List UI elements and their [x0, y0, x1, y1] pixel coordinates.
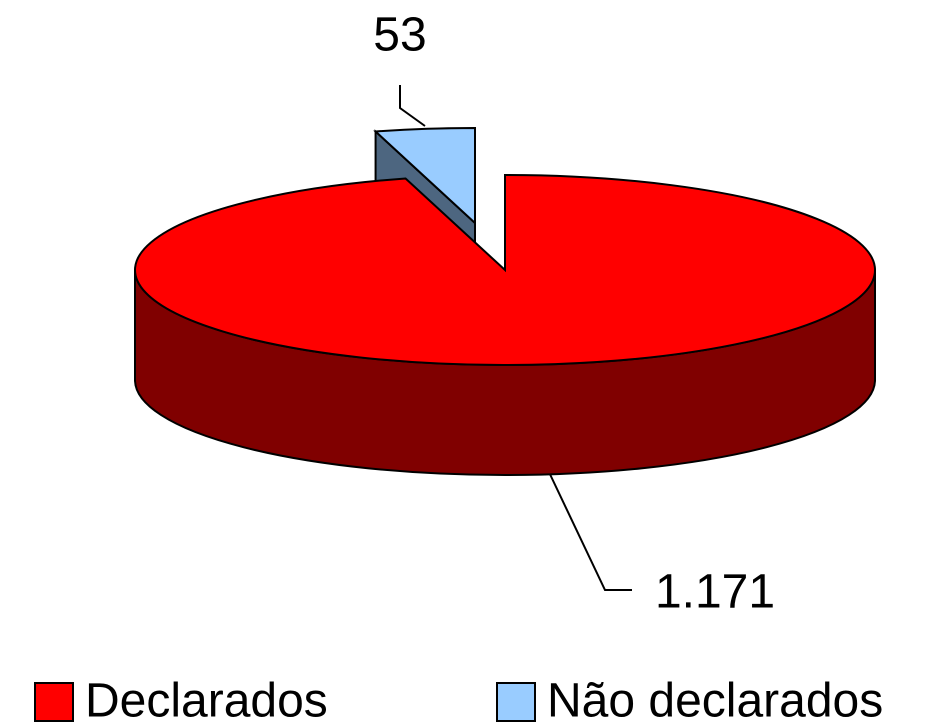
value-label: 1.171: [655, 566, 775, 619]
legend-label: Declarados: [85, 675, 328, 725]
legend-swatch: [34, 682, 74, 722]
legend-swatch: [496, 682, 536, 722]
leader-line: [547, 469, 632, 591]
legend-label: Não declarados: [547, 675, 883, 725]
pie-slice: [133, 173, 876, 366]
leader-line: [399, 85, 426, 127]
pie-slice: [373, 126, 476, 226]
value-label: 53: [373, 9, 426, 62]
